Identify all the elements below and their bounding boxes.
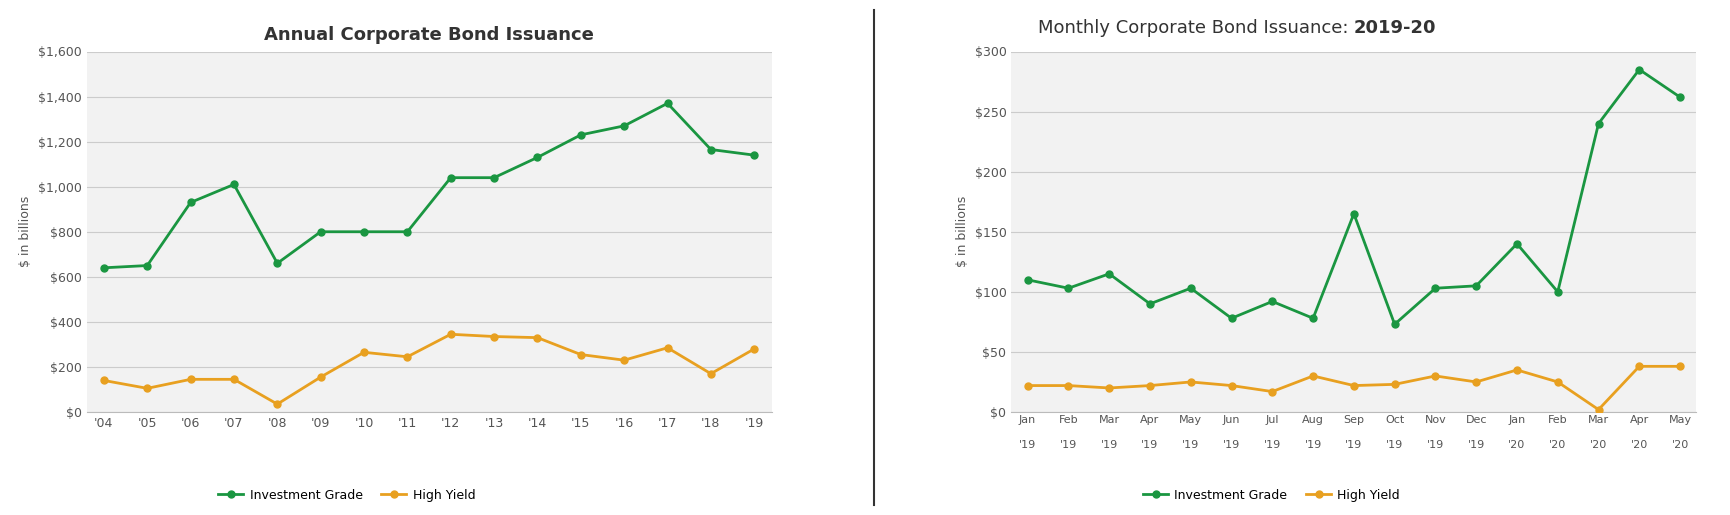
Text: '20: '20 — [1588, 440, 1605, 450]
High Yield — [396, 354, 417, 360]
High Yield — [1261, 388, 1282, 394]
Investment Grade — [1505, 241, 1526, 247]
Investment Grade — [353, 229, 374, 235]
High Yield — [1303, 373, 1323, 379]
Text: '20: '20 — [1548, 440, 1566, 450]
Text: '19: '19 — [1100, 440, 1118, 450]
Investment Grade — [1261, 298, 1282, 304]
Y-axis label: $ in billions: $ in billions — [955, 196, 969, 267]
High Yield — [1342, 383, 1363, 389]
Investment Grade — [396, 229, 417, 235]
Text: '19: '19 — [1263, 440, 1280, 450]
High Yield — [1669, 363, 1690, 369]
Line: High Yield: High Yield — [100, 331, 758, 407]
Y-axis label: $ in billions: $ in billions — [19, 196, 33, 267]
High Yield — [483, 333, 503, 339]
Investment Grade — [483, 175, 503, 181]
Text: '19: '19 — [1019, 440, 1036, 450]
Text: '19: '19 — [1221, 440, 1239, 450]
Line: Investment Grade: Investment Grade — [100, 100, 758, 271]
Text: Monthly Corporate Bond Issuance:: Monthly Corporate Bond Issuance: — [1036, 19, 1353, 37]
High Yield — [744, 346, 765, 352]
Text: '19: '19 — [1386, 440, 1403, 450]
High Yield — [1465, 379, 1486, 385]
Text: '19: '19 — [1344, 440, 1362, 450]
High Yield — [571, 351, 592, 357]
High Yield — [1017, 383, 1038, 389]
Investment Grade — [1547, 289, 1567, 295]
Investment Grade — [1465, 283, 1486, 289]
High Yield — [1138, 383, 1159, 389]
Investment Grade — [223, 181, 244, 187]
High Yield — [1586, 406, 1607, 413]
High Yield — [223, 376, 244, 383]
Line: Investment Grade: Investment Grade — [1024, 66, 1683, 328]
High Yield — [1057, 383, 1078, 389]
High Yield — [1180, 379, 1201, 385]
Investment Grade — [614, 123, 635, 129]
Investment Grade — [1586, 121, 1607, 127]
Investment Grade — [137, 263, 157, 269]
Investment Grade — [657, 100, 678, 107]
Text: '20: '20 — [1630, 440, 1647, 450]
Investment Grade — [180, 199, 201, 205]
Legend: Investment Grade, High Yield: Investment Grade, High Yield — [213, 484, 479, 507]
High Yield — [439, 331, 460, 337]
Investment Grade — [93, 265, 114, 271]
Investment Grade — [1057, 285, 1078, 291]
High Yield — [1220, 383, 1240, 389]
Investment Grade — [1220, 315, 1240, 321]
High Yield — [1505, 367, 1526, 373]
High Yield — [353, 349, 374, 355]
High Yield — [1424, 373, 1445, 379]
Text: 2019-20: 2019-20 — [1353, 19, 1436, 37]
Text: '20: '20 — [1671, 440, 1688, 450]
Investment Grade — [1669, 94, 1690, 100]
High Yield — [137, 385, 157, 391]
Investment Grade — [1628, 66, 1649, 73]
High Yield — [701, 371, 721, 377]
Text: '19: '19 — [1182, 440, 1199, 450]
Investment Grade — [571, 132, 592, 138]
Text: '19: '19 — [1467, 440, 1484, 450]
Line: High Yield: High Yield — [1024, 363, 1683, 413]
Investment Grade — [439, 175, 460, 181]
High Yield — [1547, 379, 1567, 385]
High Yield — [526, 335, 547, 341]
Investment Grade — [1180, 285, 1201, 291]
Text: '19: '19 — [1059, 440, 1076, 450]
High Yield — [93, 377, 114, 384]
High Yield — [266, 401, 287, 407]
Investment Grade — [1384, 321, 1405, 328]
Investment Grade — [310, 229, 330, 235]
High Yield — [180, 376, 201, 383]
Investment Grade — [1017, 277, 1038, 283]
High Yield — [1628, 363, 1649, 369]
Legend: Investment Grade, High Yield: Investment Grade, High Yield — [1138, 484, 1405, 507]
Text: '19: '19 — [1426, 440, 1443, 450]
Investment Grade — [701, 146, 721, 152]
High Yield — [1384, 381, 1405, 387]
Investment Grade — [1138, 301, 1159, 307]
High Yield — [310, 374, 330, 380]
Investment Grade — [266, 260, 287, 266]
Investment Grade — [1424, 285, 1445, 291]
High Yield — [1099, 385, 1119, 391]
High Yield — [614, 357, 635, 363]
Investment Grade — [526, 154, 547, 161]
Title: Annual Corporate Bond Issuance: Annual Corporate Bond Issuance — [265, 26, 593, 44]
High Yield — [657, 345, 678, 351]
Investment Grade — [744, 152, 765, 158]
Text: '20: '20 — [1507, 440, 1524, 450]
Text: '19: '19 — [1304, 440, 1322, 450]
Investment Grade — [1303, 315, 1323, 321]
Investment Grade — [1342, 211, 1363, 217]
Text: '19: '19 — [1140, 440, 1157, 450]
Investment Grade — [1099, 271, 1119, 277]
